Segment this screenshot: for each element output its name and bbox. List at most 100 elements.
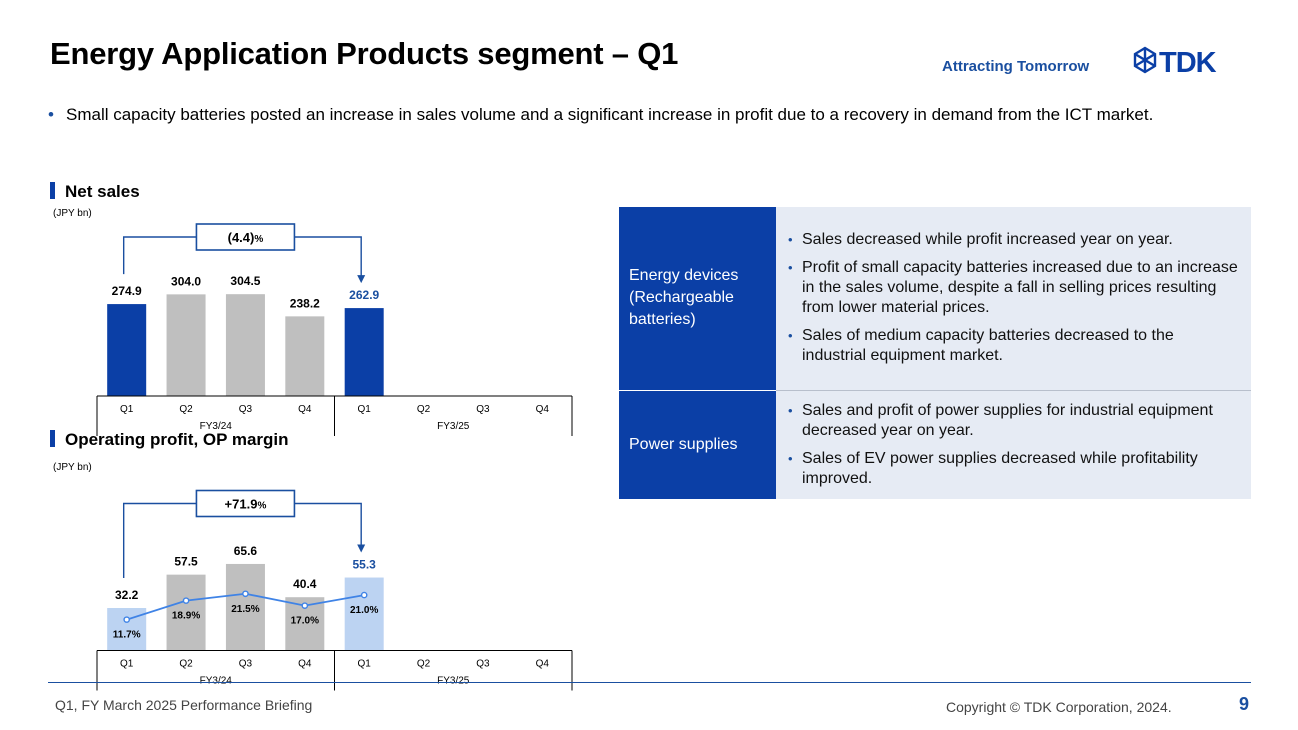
change-value: +71.9	[225, 497, 258, 512]
bullet-dot-icon: •	[788, 402, 793, 418]
x-tick-label: Q2	[417, 659, 431, 670]
net-sales-heading-text: Net sales	[65, 182, 140, 201]
bullet-dot-icon: •	[788, 328, 793, 344]
change-box	[195, 489, 296, 518]
list-item-text: Profit of small capacity batteries incre…	[802, 259, 1238, 317]
x-tick-label: Q2	[417, 404, 431, 415]
data-label: 57.5	[174, 555, 198, 569]
data-label: 304.5	[230, 274, 260, 288]
op-margin-point	[360, 591, 368, 599]
change-value: (4.4)	[228, 230, 255, 245]
x-tick-label: Q2	[179, 404, 193, 415]
bullet-dot-icon: •	[788, 450, 793, 466]
change-label: (4.4)%	[228, 230, 264, 245]
net-sales-unit: (JPY bn)	[53, 208, 92, 219]
footer-briefing-title: Q1, FY March 2025 Performance Briefing	[55, 697, 313, 713]
bar	[166, 574, 206, 651]
bar	[225, 563, 265, 651]
tagline: Attracting Tomorrow	[942, 58, 1090, 75]
x-tick-label: Q1	[358, 659, 372, 670]
change-label: +71.9%	[225, 497, 267, 512]
data-label: 32.2	[115, 588, 139, 602]
summary-bullet: • Small capacity batteries posted an inc…	[48, 104, 1256, 126]
x-tick-label: Q4	[536, 404, 550, 415]
data-label: 262.9	[349, 288, 379, 302]
group-label: FY3/25	[437, 676, 470, 687]
x-tick-label: Q1	[120, 659, 134, 670]
x-tick-label: Q3	[239, 404, 253, 415]
list-item-text: Sales and profit of power supplies for i…	[802, 401, 1213, 439]
bar	[285, 316, 325, 396]
bar	[225, 294, 265, 396]
list-item-text: Sales decreased while profit increased y…	[802, 231, 1173, 249]
bullet-dot-icon: •	[788, 260, 793, 276]
tdk-logo-icon: TDK	[1133, 46, 1218, 76]
op-profit-heading: Operating profit, OP margin	[50, 430, 289, 450]
summary-text: Small capacity batteries posted an incre…	[66, 105, 1154, 124]
op-margin-label: 17.0%	[291, 616, 319, 627]
bar	[344, 308, 384, 396]
change-unit: %	[254, 234, 263, 245]
op-margin-point	[301, 602, 309, 609]
bullet-dot-icon: •	[48, 105, 54, 124]
group-label: FY3/24	[200, 421, 233, 432]
net-sales-chart: 274.9 304.0 304.5 238.2 262.9 Q1 Q2 Q3 Q4 Q1 Q2 Q3 Q…	[96, 223, 573, 436]
svg-text:TDK: TDK	[1159, 47, 1217, 76]
row-label: Power supplies	[619, 389, 776, 499]
op-margin-label: 11.7%	[113, 630, 141, 641]
net-sales-heading: Net sales	[50, 182, 140, 202]
x-tick-label: Q3	[476, 404, 490, 415]
footer-divider	[48, 682, 1251, 683]
row-details: • Sales decreased while profit increased …	[776, 207, 1251, 390]
arrow-head-icon	[357, 275, 366, 284]
list-item: • Sales decreased while profit increased …	[788, 230, 1239, 250]
x-tick-label: Q3	[239, 659, 253, 670]
list-item-text: Sales of medium capacity batteries decre…	[802, 327, 1174, 365]
table-row: Energy devices (Rechargeable batteries) …	[619, 207, 1251, 390]
bar	[166, 294, 206, 396]
group-label: FY3/24	[200, 676, 233, 687]
row-details: • Sales and profit of power supplies for …	[776, 389, 1251, 499]
list-item-text: Sales of EV power supplies decreased whi…	[802, 449, 1198, 487]
list-item: • Sales and profit of power supplies for …	[788, 401, 1239, 441]
footer-copyright: Copyright © TDK Corporation, 2024.	[946, 699, 1172, 715]
op-profit-chart: 32.2 57.5 65.6 40.4 55.3 Q1 Q2 Q3 Q4 Q1 Q2 Q3 Q4 FY3/…	[96, 489, 573, 691]
table-row: Power supplies • Sales and profit of powe…	[619, 389, 1251, 499]
page-title: Energy Application Products segment – Q1	[50, 36, 679, 71]
list-item: • Profit of small capacity batteries incr…	[788, 258, 1239, 318]
arrow-head-icon	[357, 544, 366, 553]
op-margin-point	[242, 590, 249, 598]
change-box	[195, 223, 296, 251]
x-tick-label: Q4	[298, 659, 312, 670]
op-margin-label: 21.5%	[231, 604, 259, 615]
page-number: 9	[1239, 694, 1250, 714]
bar	[107, 304, 147, 396]
op-profit-heading-text: Operating profit, OP margin	[65, 430, 289, 449]
list-item: • Sales of EV power supplies decreased wh…	[788, 449, 1239, 489]
heading-marker	[50, 182, 55, 199]
op-margin-label: 18.9%	[172, 611, 200, 622]
data-label: 65.6	[234, 544, 258, 558]
data-label: 274.9	[112, 284, 142, 298]
op-margin-point	[123, 616, 130, 623]
x-tick-label: Q4	[536, 659, 550, 670]
data-label: 304.0	[171, 274, 201, 288]
change-unit: %	[257, 501, 266, 512]
data-label: 55.3	[353, 558, 377, 572]
x-tick-label: Q3	[476, 659, 490, 670]
group-label: FY3/25	[437, 421, 470, 432]
heading-marker	[50, 430, 55, 447]
list-item: • Sales of medium capacity batteries decr…	[788, 326, 1239, 366]
data-label: 238.2	[290, 296, 320, 310]
bar	[344, 577, 384, 651]
op-profit-unit: (JPY bn)	[53, 462, 92, 473]
data-label: 40.4	[293, 577, 317, 591]
x-tick-label: Q2	[179, 659, 193, 670]
segment-details-table: Energy devices (Rechargeable batteries) …	[619, 207, 1251, 499]
x-tick-label: Q1	[120, 404, 134, 415]
op-margin-point	[182, 597, 190, 604]
row-label: Energy devices (Rechargeable batteries)	[619, 207, 776, 390]
x-tick-label: Q4	[298, 404, 312, 415]
x-tick-label: Q1	[358, 404, 372, 415]
op-margin-label: 21.0%	[350, 605, 378, 616]
